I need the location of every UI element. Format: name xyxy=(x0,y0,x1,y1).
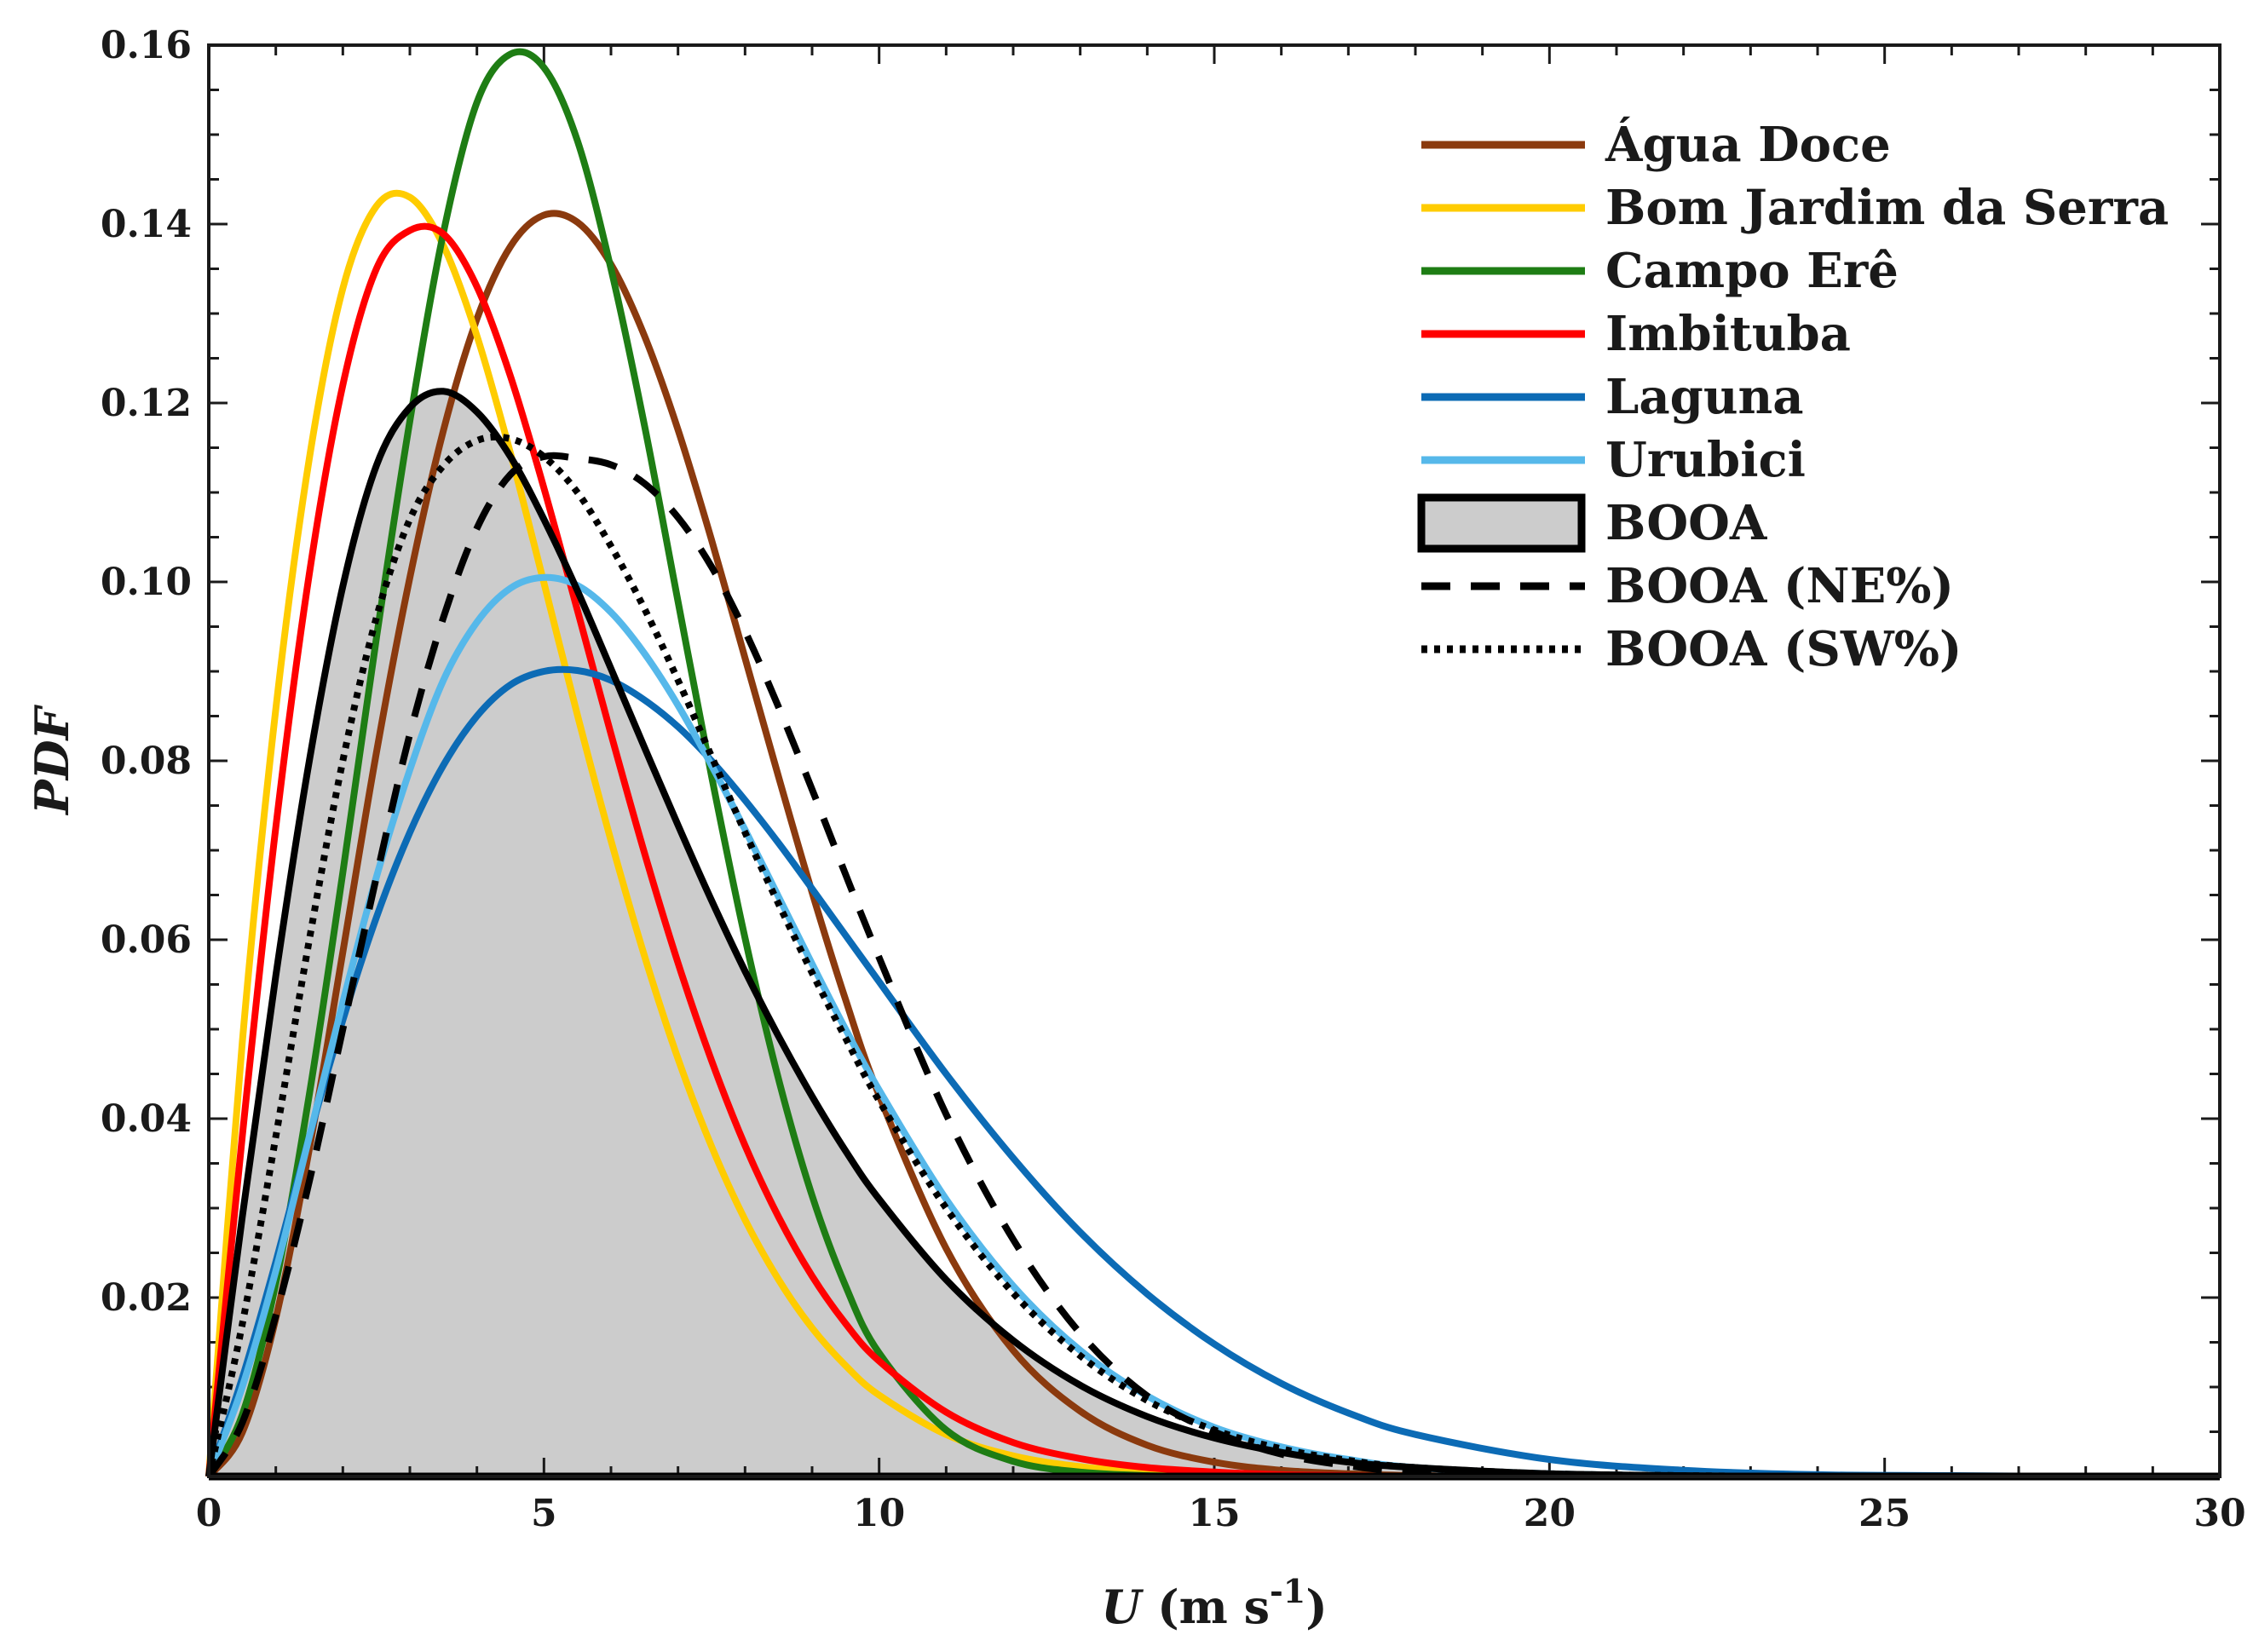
y-tick-label: 0.06 xyxy=(101,918,192,962)
series-layer xyxy=(205,48,2221,1481)
x-tick-label: 20 xyxy=(1524,1492,1576,1535)
legend: Água Doce Bom Jardim da Serra Campo Erê Imb… xyxy=(1417,117,2169,677)
x-tick-label: 10 xyxy=(853,1492,905,1535)
legend-label-laguna: Laguna xyxy=(1605,369,1804,425)
legend-label-booa: BOOA xyxy=(1605,495,1768,551)
x-axis-title: U (m s-1) xyxy=(1101,1572,1328,1634)
x-axis-unit-exponent: -1 xyxy=(1270,1572,1305,1610)
x-axis-unit-close: ) xyxy=(1305,1580,1328,1634)
fill-layer xyxy=(209,391,2220,1477)
y-tick-label: 0.16 xyxy=(101,24,192,67)
legend-label-imbituba: Imbituba xyxy=(1605,306,1851,362)
legend-label-booa-sw: BOOA (SW%) xyxy=(1605,621,1962,677)
legend-label-urubici: Urubici xyxy=(1605,432,1806,488)
ticklabel-layer: 0 5 10 15 20 25 30 0.02 0.04 0.06 0.08 0.10 0.12 0.14… xyxy=(101,24,2246,1535)
series-line-booa-ne xyxy=(205,452,2220,1481)
series-fill-booa xyxy=(209,391,2220,1477)
legend-label-bom-jardim-da-serra: Bom Jardim da Serra xyxy=(1605,180,2169,236)
legend-label-campo-ere: Campo Erê xyxy=(1605,243,1899,299)
y-tick-label: 0.08 xyxy=(101,740,192,783)
series-line-laguna xyxy=(205,665,2221,1481)
x-tick-label: 15 xyxy=(1188,1492,1240,1535)
x-tick-label: 25 xyxy=(1858,1492,1910,1535)
y-axis-title: PDF xyxy=(25,704,79,815)
x-tick-label: 30 xyxy=(2193,1492,2245,1535)
legend-swatch-booa xyxy=(1417,493,1586,553)
legend-label-booa-ne: BOOA (NE%) xyxy=(1605,558,1954,614)
y-tick-label: 0.14 xyxy=(101,203,192,246)
plot-frame xyxy=(207,43,2222,1478)
y-tick-label: 0.02 xyxy=(101,1276,192,1320)
y-tick-label: 0.12 xyxy=(101,382,192,425)
y-tick-label: 0.04 xyxy=(101,1097,192,1141)
legend-label-agua-doce: Água Doce xyxy=(1605,117,1891,173)
x-axis-symbol: U xyxy=(1101,1580,1144,1634)
x-tick-label: 5 xyxy=(531,1492,557,1535)
x-tick-label: 0 xyxy=(196,1492,222,1535)
y-tick-label: 0.10 xyxy=(101,561,192,604)
x-axis-unit: (m s xyxy=(1141,1580,1270,1634)
